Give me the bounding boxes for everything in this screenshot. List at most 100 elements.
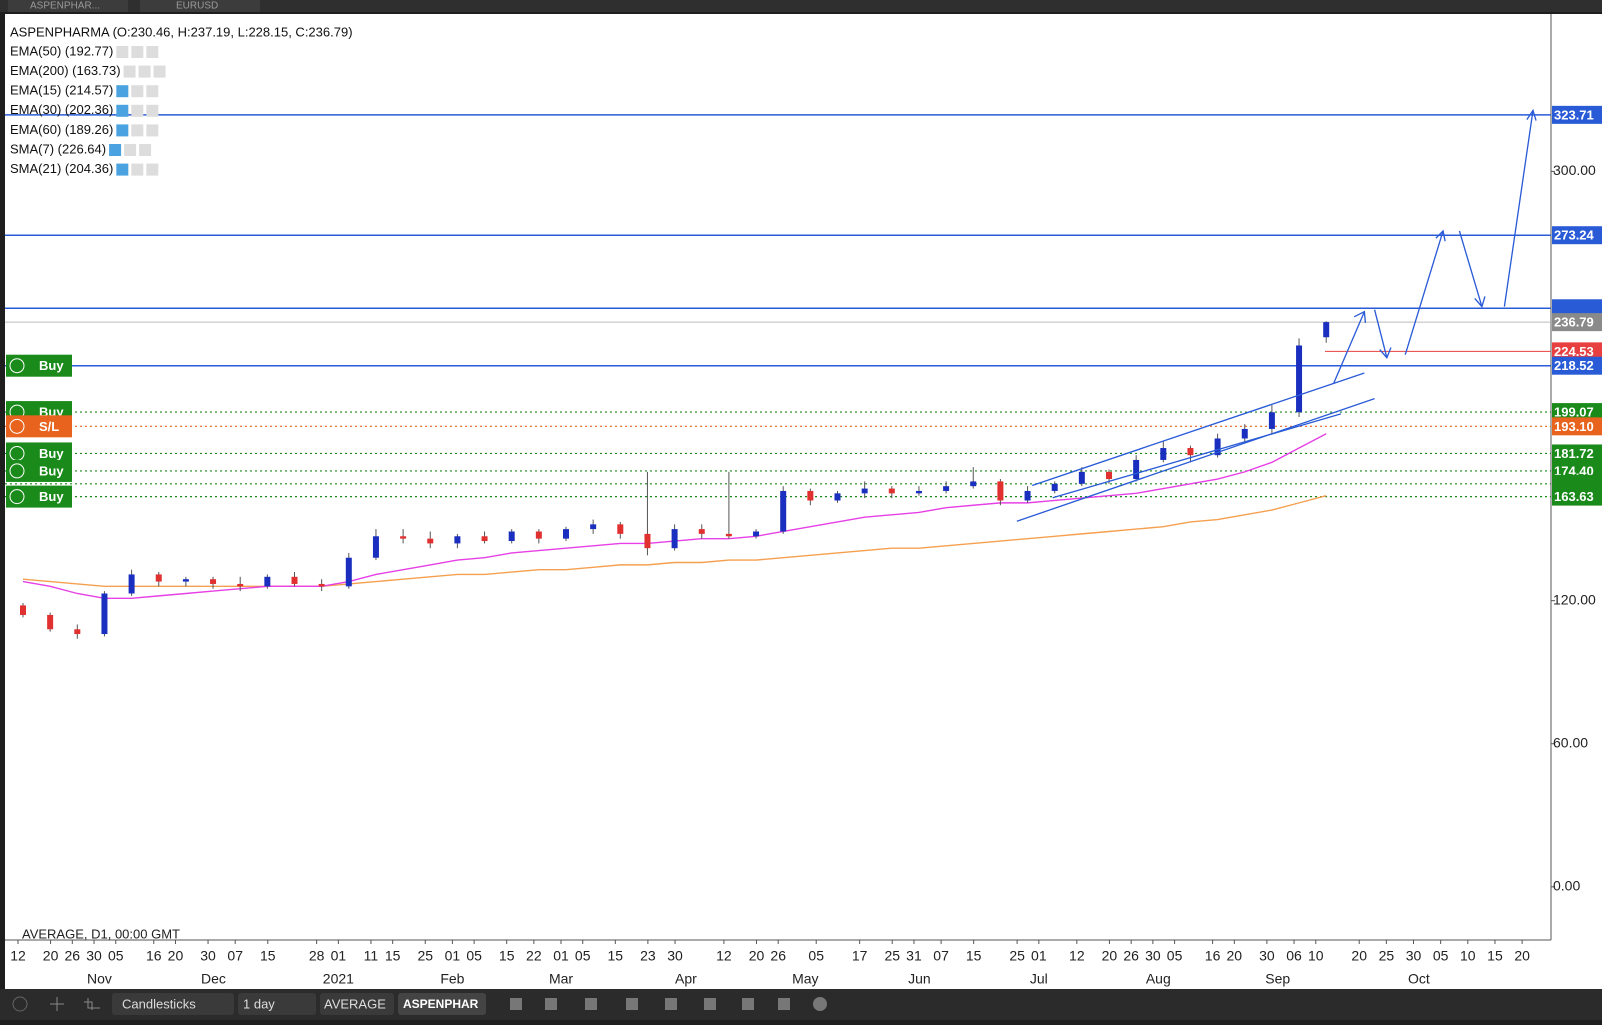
- x-tick-label: 20: [168, 948, 184, 964]
- order-button[interactable]: [6, 485, 72, 508]
- price-label: 218.52: [1554, 358, 1594, 373]
- indicator-icon[interactable]: [131, 163, 144, 176]
- candle-body: [1268, 412, 1275, 429]
- order-close[interactable]: [9, 358, 25, 374]
- chart-type[interactable]: Candlesticks: [122, 996, 196, 1011]
- x-tick-label: 20: [1351, 948, 1367, 964]
- template[interactable]: AVERAGE: [324, 996, 386, 1011]
- indicator-icon[interactable]: [139, 144, 152, 156]
- book-icon[interactable]: [704, 998, 716, 1010]
- period[interactable]: 1 day: [243, 996, 275, 1011]
- order-label[interactable]: Buy: [39, 489, 64, 504]
- period-select[interactable]: [238, 993, 316, 1015]
- indicator-icon[interactable]: [146, 46, 159, 58]
- order-close[interactable]: [9, 463, 25, 479]
- indicator-icon[interactable]: [109, 144, 122, 156]
- info-icon[interactable]: [12, 996, 28, 1012]
- tab[interactable]: [140, 0, 260, 12]
- arrow-head: [1379, 347, 1392, 359]
- indicator-icon[interactable]: [124, 144, 137, 156]
- arrow-head: [1353, 310, 1367, 324]
- chart-area: [5, 14, 1602, 989]
- indicator-icon[interactable]: [146, 104, 159, 117]
- plot: 0.00 60.00 120.00 300.00 12 20 26 30 05 16 20 30 07 1…: [5, 105, 1602, 987]
- y-tick-label: 60.00: [1553, 734, 1588, 750]
- x-tick-label: 12: [716, 948, 732, 964]
- candle-body: [210, 579, 217, 584]
- indicator-icon[interactable]: [116, 85, 129, 98]
- order-close[interactable]: [9, 489, 25, 505]
- tab-label[interactable]: ASPENPHAR...: [30, 1, 100, 12]
- eye-icon[interactable]: [585, 998, 597, 1010]
- y-tick-label: 120.00: [1553, 591, 1596, 607]
- price-label: 236.79: [1554, 315, 1594, 330]
- order-label[interactable]: Buy: [39, 358, 64, 373]
- chart-type-select[interactable]: [112, 993, 234, 1015]
- indicator-icon[interactable]: [116, 46, 129, 58]
- crosshair-icon[interactable]: [50, 997, 64, 1011]
- order-label[interactable]: Buy: [39, 463, 64, 478]
- indicator-icon[interactable]: [131, 124, 144, 137]
- tab-label[interactable]: EURUSD: [176, 1, 218, 12]
- candle-body: [20, 605, 26, 615]
- indicator-icon[interactable]: [138, 65, 151, 78]
- price-label: 224.53: [1554, 344, 1594, 359]
- indicator-icon[interactable]: [131, 46, 144, 58]
- template-select[interactable]: [320, 993, 394, 1015]
- channel-line: [1032, 372, 1365, 487]
- settings-icon[interactable]: [813, 997, 827, 1011]
- order-button[interactable]: [6, 442, 72, 465]
- order-close[interactable]: [9, 418, 25, 434]
- x-tick-label: 30: [1259, 948, 1275, 964]
- x-tick-label: 22: [526, 948, 542, 964]
- month-label: Jun: [908, 971, 931, 987]
- indicator-icon[interactable]: [153, 65, 166, 78]
- x-tick-label: 23: [640, 948, 656, 964]
- indicator-icon[interactable]: [116, 124, 129, 137]
- price-label-box: [1552, 313, 1602, 332]
- list-icon[interactable]: [626, 998, 638, 1010]
- candle-body: [74, 629, 81, 635]
- x-tick-label: 12: [1069, 948, 1085, 964]
- order-button[interactable]: [6, 459, 72, 482]
- link-icon[interactable]: [778, 998, 790, 1010]
- candle-body: [725, 533, 732, 537]
- x-tick-label: 28: [309, 948, 325, 964]
- candle-body: [155, 574, 162, 582]
- candle-body: [1024, 490, 1031, 501]
- candle-body: [291, 576, 298, 584]
- indicator-icon[interactable]: [131, 104, 144, 117]
- arrow-head: [1474, 296, 1486, 308]
- crop-icon[interactable]: [84, 998, 100, 1010]
- x-tick-label: 05: [808, 948, 824, 964]
- price-label-box: [1552, 356, 1602, 375]
- order-button[interactable]: [6, 415, 72, 438]
- indicator-icon[interactable]: [116, 104, 129, 117]
- tab[interactable]: [8, 0, 128, 12]
- symbol[interactable]: ASPENPHAR: [403, 997, 479, 1011]
- indicator-icon[interactable]: [123, 65, 136, 78]
- magnet-icon[interactable]: [545, 998, 557, 1010]
- candle-body: [481, 536, 488, 542]
- candle-body: [237, 583, 244, 587]
- x-tick-label: 07: [227, 948, 243, 964]
- order-label[interactable]: S/L: [39, 419, 59, 434]
- indicator-icon[interactable]: [742, 998, 754, 1010]
- indicator-icon[interactable]: [146, 124, 159, 137]
- indicator-label: EMA(15) (214.57): [10, 83, 113, 98]
- symbol-select[interactable]: [398, 993, 486, 1015]
- indicator-icon[interactable]: [116, 163, 129, 176]
- indicator-icon[interactable]: [131, 85, 144, 98]
- month-label: Jul: [1030, 971, 1048, 987]
- indicator-icon[interactable]: [146, 163, 159, 176]
- grid-icon[interactable]: [665, 998, 677, 1010]
- x-tick-label: 15: [385, 948, 401, 964]
- order-label[interactable]: Buy: [39, 446, 64, 461]
- x-tick-label: 01: [553, 948, 569, 964]
- price-label-box: [1552, 417, 1602, 436]
- indicator-icon[interactable]: [146, 85, 159, 98]
- order-button[interactable]: [6, 354, 72, 377]
- pencil-icon[interactable]: [510, 998, 522, 1010]
